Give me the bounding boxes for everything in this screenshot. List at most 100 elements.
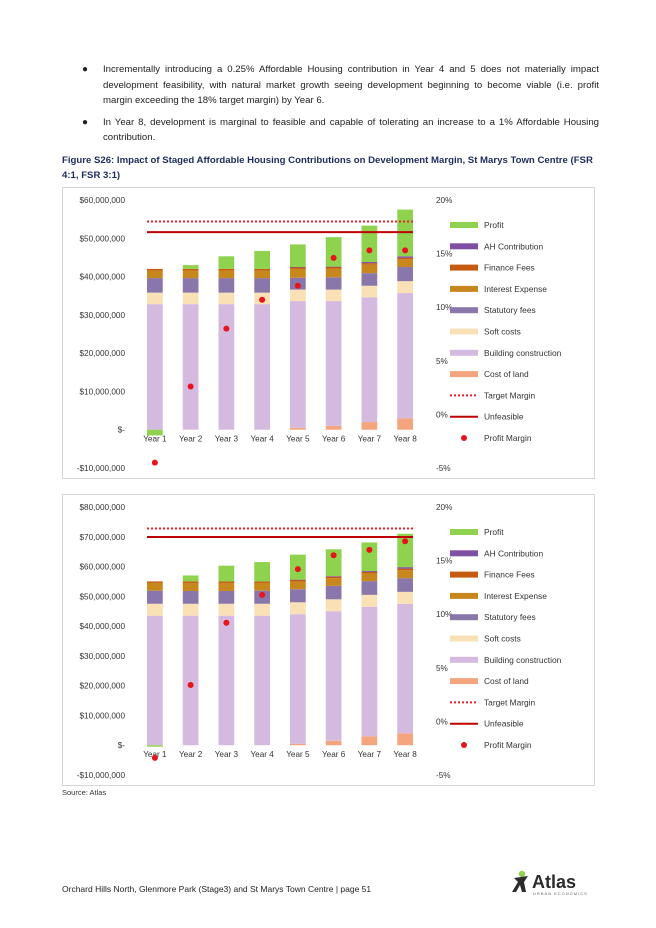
y-axis-tick-label: $10,000,000 bbox=[79, 387, 125, 396]
bar-finance bbox=[361, 571, 378, 574]
logo-wordmark: Atlas bbox=[532, 872, 576, 892]
bar-ah bbox=[290, 267, 306, 268]
legend-label: Soft costs bbox=[484, 327, 521, 337]
legend-label: Profit bbox=[484, 220, 504, 230]
bar-statutory bbox=[182, 278, 199, 293]
profit-margin-point bbox=[259, 591, 266, 598]
bar-building bbox=[254, 615, 270, 746]
x-axis-tick-label: Year 4 bbox=[250, 435, 274, 444]
y2-axis-tick-label: 20% bbox=[436, 196, 452, 205]
bar-interest bbox=[290, 268, 306, 278]
bar-soft bbox=[361, 594, 378, 607]
bar-statutory bbox=[182, 590, 199, 604]
bar-profit bbox=[182, 575, 199, 582]
bar-soft bbox=[254, 603, 270, 616]
profit-margin-point bbox=[294, 566, 301, 573]
legend-label: Profit Margin bbox=[484, 740, 532, 750]
bar-profit bbox=[254, 562, 270, 582]
legend-label: Building construction bbox=[484, 348, 562, 358]
bar-soft bbox=[182, 292, 199, 305]
y-axis-tick-label: $80,000,000 bbox=[79, 503, 125, 512]
legend-swatch-building bbox=[450, 656, 478, 663]
bar-finance bbox=[397, 257, 413, 260]
bar-interest bbox=[218, 582, 235, 591]
bar-ah bbox=[325, 266, 342, 268]
logo-tagline: URBAN ECONOMICS bbox=[533, 891, 588, 896]
bar-building bbox=[147, 304, 163, 430]
profit-margin-point bbox=[151, 459, 158, 466]
bar-statutory bbox=[147, 590, 163, 604]
y2-axis-tick-label: 10% bbox=[436, 303, 452, 312]
y-axis-tick-label: $- bbox=[118, 741, 126, 750]
bar-profit bbox=[325, 549, 342, 577]
legend-label: Soft costs bbox=[484, 634, 521, 644]
y-axis-tick-label: $70,000,000 bbox=[79, 533, 125, 542]
legend-label: Building construction bbox=[484, 655, 562, 665]
legend-label: Target Margin bbox=[484, 697, 536, 707]
bar-finance bbox=[325, 267, 342, 269]
bar-profit bbox=[361, 542, 378, 572]
x-axis-tick-label: Year 6 bbox=[322, 750, 346, 759]
y2-axis-tick-label: 20% bbox=[436, 503, 452, 512]
bullet-item: ● In Year 8, development is marginal to … bbox=[79, 115, 599, 146]
bar-building bbox=[147, 615, 163, 746]
y2-axis-tick-label: 5% bbox=[436, 357, 448, 366]
bullet-dot-icon: ● bbox=[82, 64, 89, 75]
y2-axis-tick-label: -5% bbox=[436, 464, 451, 473]
legend-swatch-land bbox=[450, 371, 478, 378]
x-axis-tick-label: Year 4 bbox=[250, 750, 274, 759]
bar-finance bbox=[218, 268, 235, 271]
legend-label: Target Margin bbox=[484, 390, 536, 400]
bar-ah bbox=[397, 567, 413, 569]
bar-land bbox=[325, 740, 342, 746]
bar-soft bbox=[325, 599, 342, 612]
bar-finance bbox=[182, 268, 199, 271]
bar-statutory bbox=[218, 590, 235, 604]
y-axis-tick-label: $- bbox=[118, 426, 126, 435]
bar-statutory bbox=[147, 278, 163, 293]
y-axis-tick-label: $50,000,000 bbox=[79, 592, 125, 601]
chart-fsr-3-1: $80,000,000 $70,000,000 $60,000,000 $50,000… bbox=[62, 494, 595, 786]
bar-soft bbox=[218, 603, 235, 616]
figure-title: Figure S26: Impact of Staged Affordable … bbox=[62, 155, 593, 181]
legend-label: Finance Fees bbox=[484, 263, 535, 273]
y-axis-tick-label: $40,000,000 bbox=[79, 273, 125, 282]
legend-swatch-building bbox=[450, 349, 478, 356]
legend-swatch-finance bbox=[450, 571, 478, 578]
legend-label: Profit Margin bbox=[484, 433, 532, 443]
bar-soft bbox=[290, 602, 306, 615]
x-axis-tick-label: Year 5 bbox=[286, 435, 310, 444]
bar-profit bbox=[361, 225, 378, 263]
y-axis-tick-label: -$10,000,000 bbox=[77, 464, 126, 473]
bar-soft bbox=[397, 281, 413, 294]
bar-finance bbox=[290, 267, 306, 269]
bar-interest bbox=[147, 270, 163, 279]
y-axis-tick-label: $30,000,000 bbox=[79, 652, 125, 661]
legend-label: Interest Expense bbox=[484, 284, 547, 294]
bar-statutory bbox=[254, 278, 270, 293]
legend-swatch-interest bbox=[450, 285, 478, 292]
bar-soft bbox=[397, 591, 413, 604]
bar-soft bbox=[147, 603, 163, 616]
bar-interest bbox=[361, 264, 378, 274]
bar-building bbox=[361, 297, 378, 423]
bar-finance bbox=[325, 576, 342, 579]
bar-profit bbox=[182, 265, 199, 269]
x-axis-tick-label: Year 8 bbox=[393, 435, 417, 444]
bar-building bbox=[397, 293, 413, 419]
bar-profit bbox=[325, 237, 342, 267]
bar-statutory bbox=[218, 278, 235, 293]
x-axis-tick-label: Year 3 bbox=[215, 750, 239, 759]
bar-soft bbox=[361, 285, 378, 298]
bar-land bbox=[325, 425, 342, 430]
bar-statutory bbox=[361, 581, 378, 595]
bar-profit bbox=[218, 256, 235, 269]
y2-axis-tick-label: 0% bbox=[436, 717, 448, 726]
bar-interest bbox=[254, 582, 270, 591]
profit-margin-point bbox=[330, 254, 337, 261]
bar-interest bbox=[397, 570, 413, 579]
profit-margin-point bbox=[402, 538, 409, 545]
legend-label: Cost of land bbox=[484, 676, 529, 686]
legend-label: AH Contribution bbox=[484, 548, 543, 558]
chart-svg: $80,000,000 $70,000,000 $60,000,000 $50,000… bbox=[77, 503, 562, 780]
